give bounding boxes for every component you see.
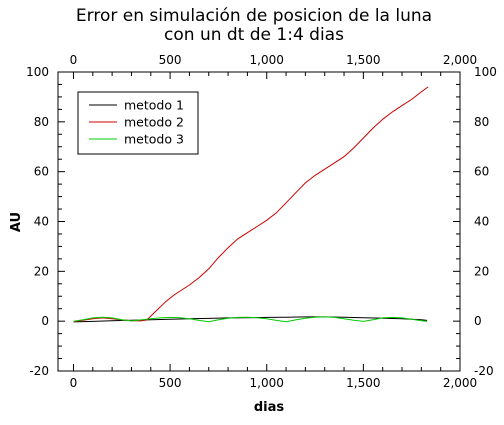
legend-label-2: metodo 2 (124, 115, 184, 130)
y-tick-label-right: 20 (474, 264, 489, 278)
x-tick-label-top: 0 (70, 53, 78, 67)
series-line-3 (73, 316, 428, 323)
chart-title-line-1: Error en simulación de posicion de la lu… (76, 6, 432, 26)
x-tick-label-top: 500 (159, 53, 182, 67)
y-tick-label-left: -20 (29, 364, 49, 378)
y-tick-label-right: 40 (474, 215, 489, 229)
legend-box (77, 91, 199, 155)
y-tick-label-right: 100 (474, 65, 497, 79)
x-tick-label-bottom: 500 (159, 376, 182, 390)
x-tick-label-top: 1,000 (250, 53, 284, 67)
x-tick-label-bottom: 1,500 (346, 376, 380, 390)
y-tick-label-left: 60 (34, 165, 49, 179)
y-tick-label-left: 80 (34, 115, 49, 129)
y-tick-label-right: -20 (474, 364, 494, 378)
y-tick-label-right: 60 (474, 165, 489, 179)
legend-label-1: metodo 1 (124, 98, 184, 113)
legend: metodo 1 metodo 2 metodo 3 (77, 91, 199, 155)
x-axis-label: dias (254, 400, 285, 415)
y-tick-label-left: 0 (41, 314, 49, 328)
plot-area: 005005001,0001,0001,5001,5002,0002,000-2… (26, 53, 497, 390)
x-tick-label-bottom: 2,000 (443, 376, 477, 390)
x-tick-label-top: 1,500 (346, 53, 380, 67)
y-tick-label-left: 100 (26, 65, 49, 79)
y-tick-label-left: 20 (34, 264, 49, 278)
legend-label-3: metodo 3 (124, 132, 184, 147)
x-tick-label-bottom: 1,000 (250, 376, 284, 390)
y-axis-label: AU (9, 212, 24, 232)
y-tick-label-right: 80 (474, 115, 489, 129)
y-tick-label-left: 40 (34, 215, 49, 229)
chart-title-line-2: con un dt de 1:4 dias (164, 25, 344, 45)
x-tick-label-top: 2,000 (443, 53, 477, 67)
y-tick-label-right: 0 (474, 314, 482, 328)
x-tick-label-bottom: 0 (70, 376, 78, 390)
